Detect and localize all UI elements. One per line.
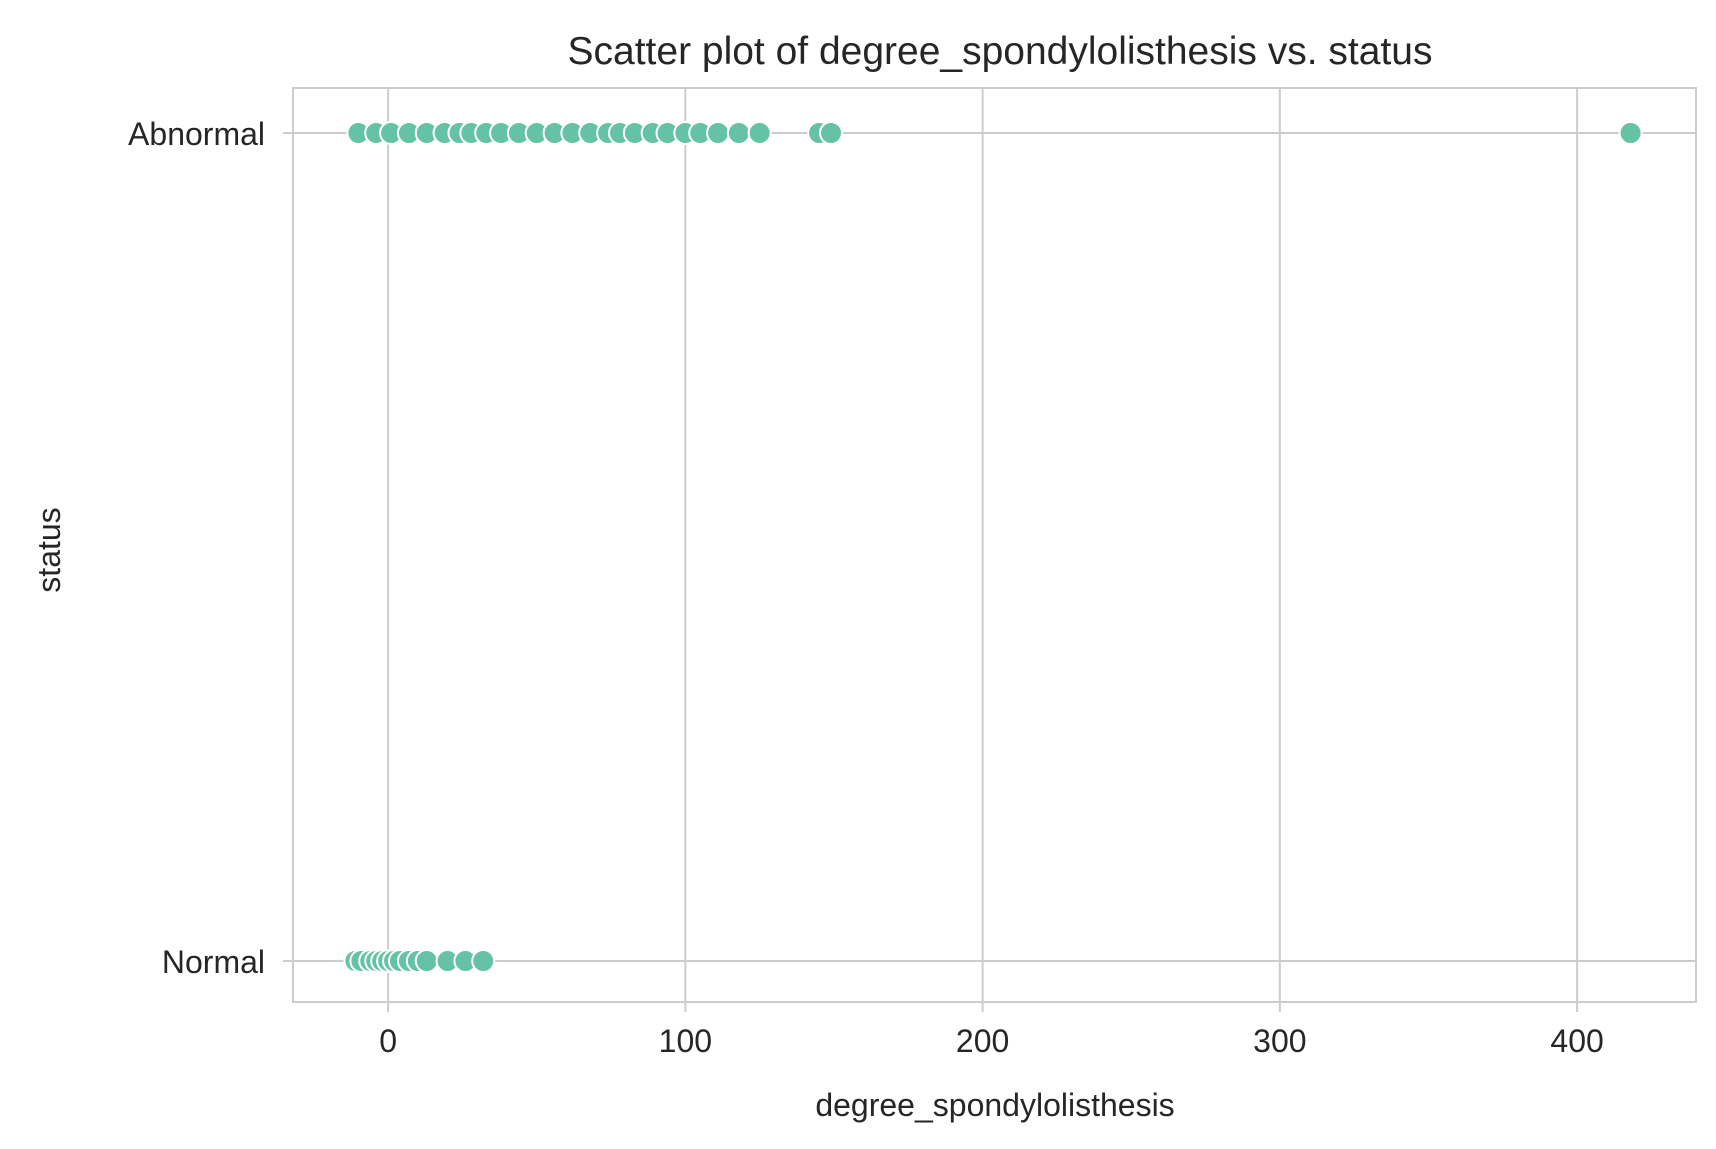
x-tick-label: 100 <box>659 1023 712 1059</box>
chart-title: Scatter plot of degree_spondylolisthesis… <box>568 30 1433 73</box>
x-tick-label: 300 <box>1253 1023 1306 1059</box>
x-axis-label: degree_spondylolisthesis <box>815 1087 1174 1123</box>
x-tick-label: 0 <box>379 1023 397 1059</box>
scatter-point <box>726 121 751 145</box>
x-tick-label: 200 <box>956 1023 1009 1059</box>
data-points <box>343 121 1643 973</box>
scatter-point <box>747 121 772 145</box>
scatter-point <box>819 121 844 145</box>
plot-frame <box>292 87 1697 1003</box>
y-tick-label: Abnormal <box>128 116 265 152</box>
scatter-point <box>1618 121 1643 145</box>
grid-lines <box>293 88 1696 1002</box>
scatter-point <box>706 121 731 145</box>
y-tick-label: Normal <box>162 944 265 980</box>
scatter-point <box>414 949 439 973</box>
x-tick-label: 400 <box>1550 1023 1603 1059</box>
scatter-point <box>471 949 496 973</box>
axis-ticks: 0 100 200 300 400 Abnormal Normal <box>128 116 1604 1059</box>
y-axis-label: status <box>31 507 67 592</box>
